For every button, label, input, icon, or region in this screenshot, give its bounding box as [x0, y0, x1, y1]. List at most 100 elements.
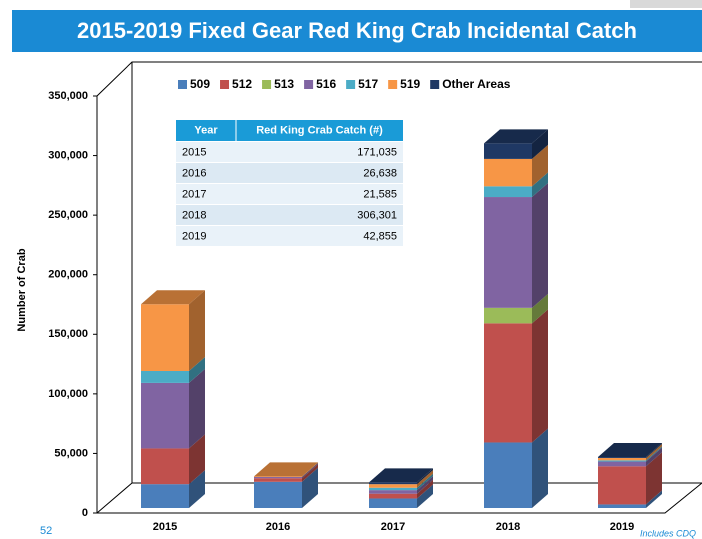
- bar-segment: [484, 307, 532, 324]
- bar-segment: [598, 460, 646, 462]
- legend-swatch: [430, 80, 440, 89]
- bar-segment-side: [417, 468, 433, 485]
- bar-segment: [141, 304, 189, 371]
- legend-swatch: [262, 80, 272, 89]
- bar-segment-side: [532, 129, 548, 159]
- table-row: [176, 184, 403, 204]
- legend-label: 517: [358, 77, 378, 91]
- bar-segment: [141, 484, 189, 508]
- legend-swatch: [388, 80, 398, 89]
- bar-segment: [598, 457, 646, 458]
- slide-title: 2015-2019 Fixed Gear Red King Crab Incid…: [77, 18, 637, 43]
- bar-segment-side: [417, 473, 433, 491]
- bar-segment: [598, 466, 646, 505]
- bar-segment-side: [646, 447, 662, 467]
- y-tick-label: 0: [82, 507, 88, 519]
- y-tick-label: 350,000: [48, 90, 88, 102]
- bar-segment-side: [532, 144, 548, 187]
- bar-segment-side: [189, 368, 205, 449]
- legend-swatch: [178, 80, 187, 89]
- bar-segment-side: [302, 462, 318, 478]
- table-cell: 2018: [182, 209, 206, 221]
- table-cell: 2019: [182, 230, 206, 242]
- table-cell: 26,638: [363, 167, 397, 179]
- bar-top: [369, 468, 433, 483]
- bar-segment-side: [189, 434, 205, 485]
- corner-strip: [630, 0, 702, 8]
- bar-segment-side: [646, 443, 662, 461]
- bar-segment: [254, 477, 302, 479]
- bar-segment: [369, 498, 417, 508]
- bar-segment-side: [417, 470, 433, 488]
- y-tick-label: 300,000: [48, 149, 88, 161]
- back-wall: [96, 61, 702, 513]
- table-cell: 42,855: [363, 230, 397, 242]
- bar-segment-side: [302, 463, 318, 479]
- x-tick-label: 2019: [610, 521, 634, 533]
- table-header-cell: Red King Crab Catch (#): [256, 124, 383, 136]
- y-tick-label: 250,000: [48, 209, 88, 221]
- bar-segment: [254, 481, 302, 508]
- bar-segment: [484, 442, 532, 508]
- table-cell: 171,035: [357, 146, 397, 158]
- legend-label: 509: [190, 77, 210, 91]
- page-number: 52: [40, 525, 52, 537]
- bar-segment-side: [646, 446, 662, 462]
- bar-segment: [141, 448, 189, 485]
- bar-segment: [254, 478, 302, 482]
- x-tick-label: 2015: [153, 521, 177, 533]
- legend-label: 516: [316, 77, 336, 91]
- bar-segment-side: [646, 490, 662, 508]
- x-tick-label: 2018: [496, 521, 520, 533]
- bar-segment-side: [646, 443, 662, 458]
- table-row: [176, 163, 403, 183]
- bar-segment-side: [417, 479, 433, 499]
- bar-top: [598, 443, 662, 458]
- table-cell: 2015: [182, 146, 206, 158]
- table-row: [176, 205, 403, 225]
- bar-segment: [369, 482, 417, 485]
- table-cell: 306,301: [357, 209, 397, 221]
- y-axis-label: Number of Crab: [16, 248, 28, 331]
- bar-segment: [141, 370, 189, 383]
- y-tick-label: 150,000: [48, 328, 88, 340]
- bar-segment: [484, 186, 532, 198]
- footnote: Includes CDQ: [640, 528, 696, 538]
- bar-segment-side: [417, 484, 433, 508]
- bar-segment: [598, 457, 646, 461]
- bar-top: [254, 462, 318, 477]
- bar-segment-side: [646, 452, 662, 505]
- legend-swatch: [220, 80, 230, 89]
- bar-segment-side: [189, 356, 205, 383]
- bar-segment: [598, 504, 646, 508]
- bar-top: [141, 290, 205, 305]
- table-header-cell: Year: [194, 124, 218, 136]
- x-tick-label: 2016: [266, 521, 290, 533]
- bar-segment-side: [532, 293, 548, 324]
- y-tick-label: 200,000: [48, 269, 88, 281]
- bar-segment-side: [417, 476, 433, 494]
- bar-segment: [369, 493, 417, 499]
- bar-segment-side: [189, 470, 205, 508]
- bar-segment-side: [189, 290, 205, 371]
- table-header: [176, 120, 403, 141]
- bar-segment-side: [532, 172, 548, 198]
- y-tick-label: 50,000: [54, 447, 88, 459]
- legend-swatch: [304, 80, 314, 89]
- bar-segment-side: [302, 464, 318, 482]
- bar-segment: [484, 323, 532, 443]
- table-cell: 21,585: [363, 188, 397, 200]
- bar-segment-side: [302, 467, 318, 508]
- table-row: [176, 142, 403, 162]
- y-tick-label: 100,000: [48, 388, 88, 400]
- bar-segment: [369, 487, 417, 491]
- bar-segment: [484, 143, 532, 159]
- title-bar: [12, 10, 702, 52]
- bar-segment: [369, 484, 417, 488]
- table-row: [176, 226, 403, 246]
- legend-label: 512: [232, 77, 252, 91]
- legend-label: 519: [400, 77, 420, 91]
- bar-top: [484, 129, 548, 144]
- bar-segment-side: [532, 309, 548, 443]
